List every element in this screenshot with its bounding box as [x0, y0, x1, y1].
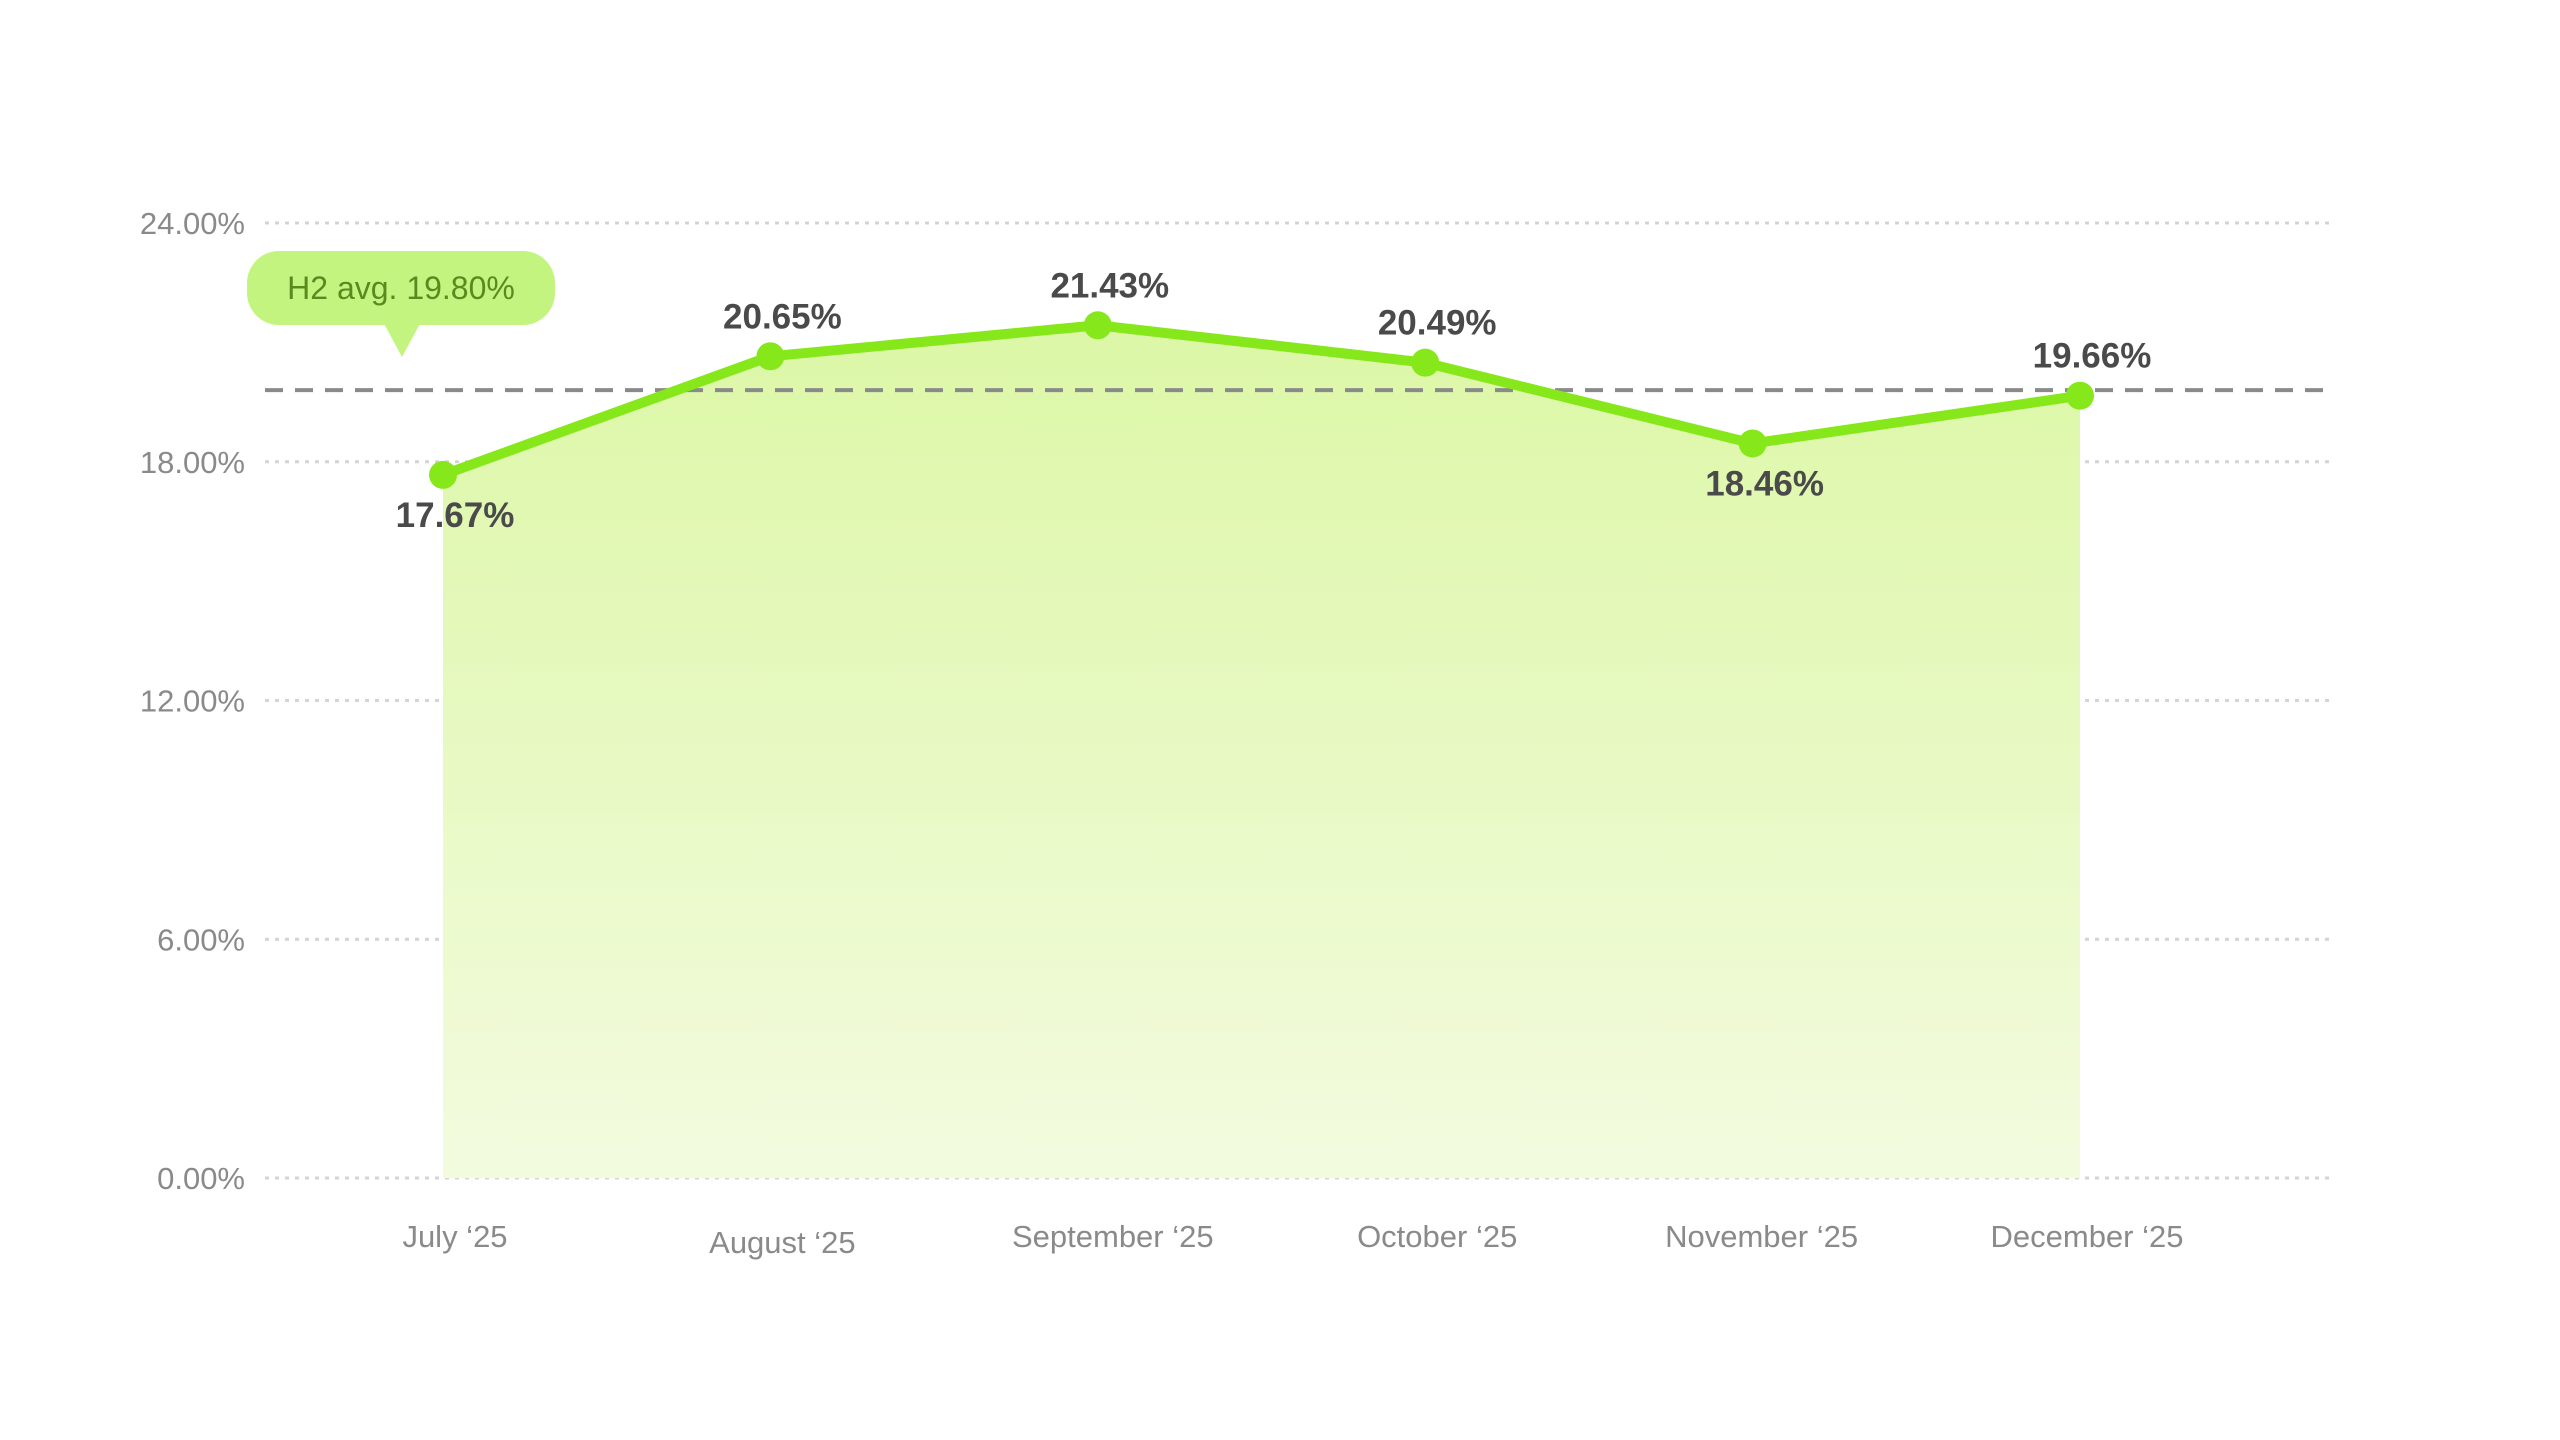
y-tick-label: 6.00%	[157, 922, 245, 957]
x-axis-tick-labels: July ‘25 August ‘25 September ‘25 October ‘…	[402, 1219, 2183, 1260]
x-tick-label: October ‘25	[1357, 1219, 1517, 1254]
y-tick-label: 12.00%	[140, 684, 245, 719]
area-fill	[443, 325, 2080, 1178]
y-axis-tick-labels: 0.00% 6.00% 12.00% 18.00% 24.00%	[140, 206, 245, 1196]
average-badge-pointer	[382, 320, 422, 357]
data-labels-layer: 17.67% 20.65% 21.43% 20.49% 18.46% 19.66%	[396, 266, 2152, 535]
series-line-layer	[438, 320, 2085, 480]
data-label: 21.43%	[1050, 266, 1169, 305]
y-tick-label: 18.00%	[140, 445, 245, 480]
x-tick-label: December ‘25	[1991, 1219, 2184, 1254]
x-tick-label: August ‘25	[709, 1225, 856, 1260]
area-fill-layer	[443, 325, 2080, 1178]
data-label: 19.66%	[2033, 337, 2152, 376]
x-tick-label: July ‘25	[402, 1219, 507, 1254]
y-tick-label: 24.00%	[140, 206, 245, 241]
average-badge: H2 avg. 19.80%	[247, 251, 555, 357]
data-point	[2066, 381, 2094, 410]
y-tick-label: 0.00%	[157, 1161, 245, 1196]
series-line	[438, 320, 2085, 480]
data-point	[1083, 311, 1112, 340]
data-point	[1411, 348, 1440, 377]
x-tick-label: September ‘25	[1012, 1219, 1214, 1254]
data-points-layer	[429, 311, 2094, 489]
average-badge-box	[247, 251, 555, 325]
data-point	[756, 342, 785, 371]
data-point	[1738, 429, 1767, 458]
x-tick-label: November ‘25	[1665, 1219, 1858, 1254]
average-badge-label: H2 avg. 19.80%	[287, 270, 515, 306]
data-label: 20.49%	[1378, 304, 1497, 343]
data-point	[429, 460, 457, 489]
data-label: 18.46%	[1705, 464, 1824, 503]
data-label: 17.67%	[396, 496, 515, 535]
data-label: 20.65%	[723, 297, 842, 336]
